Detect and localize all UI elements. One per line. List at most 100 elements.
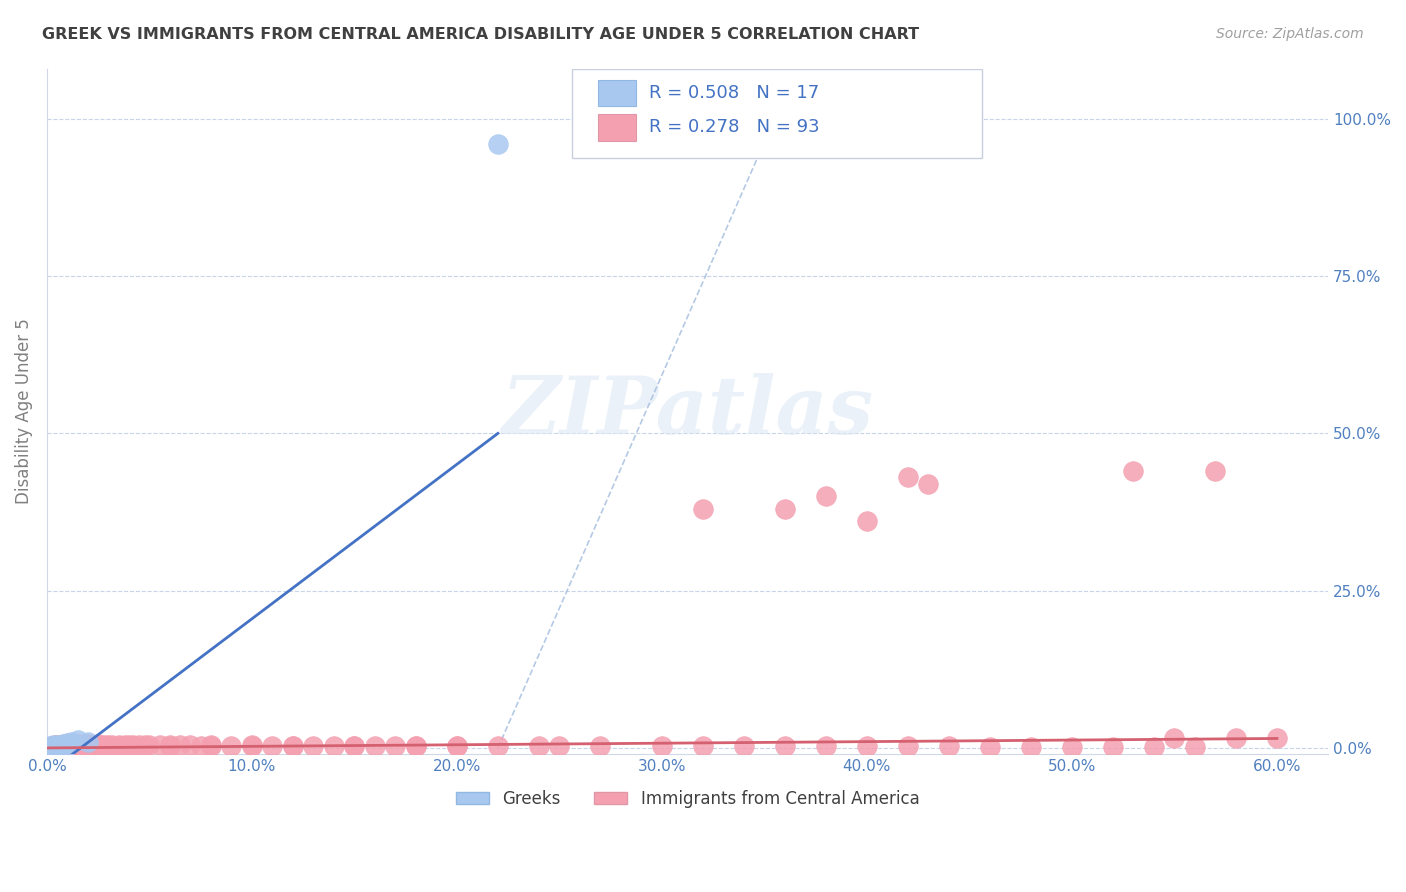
Point	[87, 739, 110, 753]
Bar	[598, 80, 637, 106]
Point	[1163, 731, 1185, 746]
Point	[97, 739, 120, 753]
Point	[44, 739, 66, 753]
Point	[651, 739, 673, 753]
Point	[1184, 739, 1206, 754]
Point	[56, 739, 79, 753]
Point	[51, 739, 73, 753]
Point	[486, 136, 509, 151]
Point	[93, 738, 115, 752]
Point	[48, 739, 70, 754]
Point	[149, 739, 172, 753]
Point	[60, 737, 83, 751]
Point	[52, 738, 75, 752]
Point	[159, 739, 181, 753]
Point	[405, 739, 427, 753]
Point	[46, 739, 69, 753]
Point	[56, 736, 79, 750]
Point	[107, 739, 129, 753]
Point	[446, 739, 468, 753]
Point	[1122, 464, 1144, 478]
Point	[548, 739, 571, 753]
Point	[1225, 731, 1247, 746]
Text: Source: ZipAtlas.com: Source: ZipAtlas.com	[1216, 27, 1364, 41]
Point	[66, 739, 89, 753]
Point	[343, 739, 366, 753]
Point	[814, 489, 837, 503]
Point	[122, 739, 145, 753]
Point	[114, 739, 136, 753]
Point	[46, 739, 69, 753]
FancyBboxPatch shape	[572, 69, 983, 158]
Point	[38, 739, 60, 754]
Point	[66, 739, 89, 753]
Point	[56, 738, 79, 752]
Point	[169, 739, 191, 753]
Point	[384, 739, 406, 753]
Point	[42, 739, 65, 754]
Point	[179, 739, 201, 753]
Point	[486, 739, 509, 753]
Point	[773, 501, 796, 516]
Point	[897, 739, 920, 753]
Point	[66, 737, 89, 751]
Point	[62, 738, 84, 752]
Point	[343, 739, 366, 753]
Point	[364, 739, 387, 753]
Point	[692, 739, 714, 753]
Point	[240, 739, 263, 753]
Point	[692, 501, 714, 516]
Point	[97, 738, 120, 752]
Point	[52, 737, 75, 751]
Point	[897, 470, 920, 484]
Y-axis label: Disability Age Under 5: Disability Age Under 5	[15, 318, 32, 504]
Point	[73, 738, 96, 752]
Point	[1204, 464, 1226, 478]
Point	[101, 738, 124, 752]
Point	[77, 739, 100, 753]
Point	[128, 738, 150, 752]
Point	[66, 732, 89, 747]
Text: R = 0.278   N = 93: R = 0.278 N = 93	[650, 119, 820, 136]
Point	[107, 738, 129, 752]
Point	[60, 734, 83, 748]
Point	[42, 738, 65, 752]
Point	[80, 738, 103, 752]
Point	[773, 739, 796, 753]
Point	[527, 739, 550, 753]
Point	[39, 739, 62, 753]
Point	[240, 739, 263, 753]
Point	[322, 739, 344, 753]
Text: ZIPatlas: ZIPatlas	[502, 373, 873, 450]
Point	[56, 739, 79, 753]
Point	[281, 739, 304, 753]
Text: GREEK VS IMMIGRANTS FROM CENTRAL AMERICA DISABILITY AGE UNDER 5 CORRELATION CHAR: GREEK VS IMMIGRANTS FROM CENTRAL AMERICA…	[42, 27, 920, 42]
Legend: Greeks, Immigrants from Central America: Greeks, Immigrants from Central America	[449, 783, 927, 814]
Point	[856, 739, 879, 753]
Point	[190, 739, 212, 753]
Point	[200, 739, 222, 753]
Point	[302, 739, 325, 753]
Point	[814, 739, 837, 753]
Point	[1060, 739, 1083, 754]
Point	[44, 739, 66, 753]
Point	[262, 739, 284, 753]
Point	[1265, 731, 1288, 746]
Point	[77, 735, 100, 749]
Point	[48, 738, 70, 752]
Point	[281, 739, 304, 753]
Point	[221, 739, 243, 753]
Point	[138, 738, 160, 752]
Point	[856, 515, 879, 529]
Point	[200, 739, 222, 753]
Bar	[598, 114, 637, 141]
Point	[52, 738, 75, 752]
Point	[52, 739, 75, 753]
Point	[917, 476, 939, 491]
Point	[979, 739, 1001, 754]
Point	[38, 739, 60, 754]
Point	[118, 739, 141, 753]
Point	[46, 739, 69, 753]
Point	[118, 738, 141, 752]
Point	[46, 739, 69, 753]
